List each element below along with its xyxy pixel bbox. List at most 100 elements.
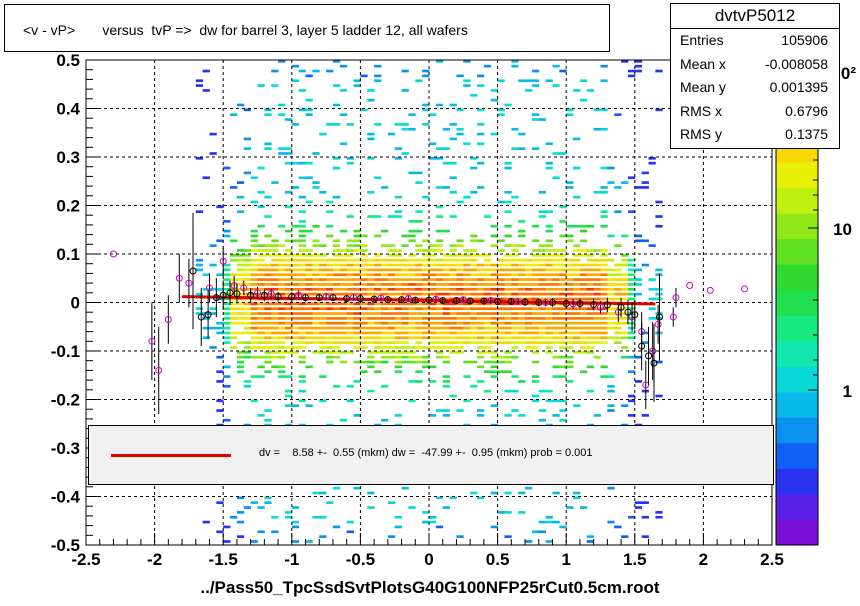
heatmap-cell: [230, 239, 238, 243]
heatmap-cell: [490, 98, 498, 102]
heatmap-cell: [573, 317, 581, 320]
heatmap-cell: [614, 287, 622, 291]
heatmap-cell: [545, 239, 553, 243]
heatmap-cell: [284, 268, 293, 272]
heatmap-cell: [559, 341, 567, 344]
heatmap-cell: [278, 60, 286, 63]
profile-magenta-point: [741, 285, 749, 293]
heatmap-cell: [284, 190, 293, 194]
heatmap-cell: [223, 234, 231, 238]
heatmap-cell: [518, 229, 526, 233]
heatmap-cell: [497, 283, 505, 286]
heatmap-cell: [504, 254, 512, 257]
heatmap-cell: [332, 258, 341, 262]
profile-magenta-point: [649, 347, 657, 355]
heatmap-cell: [230, 336, 238, 340]
heatmap-cell: [504, 190, 512, 194]
heatmap-cell: [641, 414, 649, 417]
heatmap-cell: [230, 312, 238, 315]
heatmap-cell: [449, 215, 457, 218]
heatmap-cell: [429, 287, 437, 291]
heatmap-cell: [236, 254, 245, 257]
heatmap-cell: [477, 409, 485, 412]
heatmap-cell: [278, 326, 286, 330]
heatmap-cell: [243, 341, 252, 344]
heatmap-cell: [422, 307, 430, 311]
stats-row-rms-y: RMS y 0.1375: [671, 123, 839, 147]
heatmap-cell: [326, 283, 334, 286]
heatmap-cell: [223, 229, 231, 233]
heatmap-cell: [339, 360, 348, 364]
heatmap-cell: [374, 351, 382, 354]
heatmap-cell: [449, 326, 457, 330]
heatmap-cell: [456, 341, 464, 344]
heatmap-cell: [538, 317, 547, 320]
palette-swatch: [776, 519, 818, 546]
heatmap-cell: [586, 297, 595, 301]
heatmap-cell: [305, 307, 313, 311]
profile-black-point: [219, 291, 227, 299]
heatmap-cell: [435, 336, 444, 340]
heatmap-cell: [538, 263, 547, 267]
stats-value: 105906: [781, 32, 828, 48]
heatmap-cell: [504, 370, 512, 374]
heatmap-cell: [367, 326, 375, 330]
heatmap-cell: [545, 142, 553, 146]
heatmap-cell: [470, 317, 478, 320]
heatmap-cell: [408, 263, 416, 267]
heatmap-cell: [312, 268, 320, 272]
heatmap-cell: [305, 331, 313, 335]
heatmap-cell: [264, 278, 272, 281]
heatmap-cell: [332, 60, 341, 63]
heatmap-cell: [525, 331, 533, 335]
heatmap-cell: [573, 496, 581, 500]
heatmap-cell: [387, 254, 396, 257]
heatmap-cell: [477, 414, 485, 417]
heatmap-cell: [579, 268, 588, 272]
heatmap-cell: [586, 346, 595, 349]
heatmap-cell: [305, 229, 313, 233]
heatmap-cell: [518, 302, 526, 306]
profile-black-point: [603, 301, 611, 309]
heatmap-cell: [435, 351, 444, 354]
heatmap-cell: [230, 113, 238, 117]
heatmap-cell: [223, 263, 231, 267]
heatmap-cell: [257, 268, 265, 272]
heatmap-cell: [312, 258, 320, 262]
heatmap-cell: [415, 268, 423, 272]
heatmap-cell: [552, 355, 560, 359]
heatmap-cell: [600, 341, 608, 344]
heatmap-cell: [298, 69, 306, 73]
heatmap-cell: [477, 254, 485, 257]
heatmap-cell: [346, 157, 354, 160]
heatmap-cell: [593, 258, 601, 262]
heatmap-cell: [401, 312, 409, 315]
heatmap-cell: [490, 234, 498, 238]
palette-swatch: [776, 366, 818, 393]
heatmap-cell: [319, 190, 327, 194]
heatmap-cell: [490, 365, 498, 369]
heatmap-cell: [566, 365, 574, 369]
heatmap-cell: [367, 292, 375, 296]
heatmap-cell: [545, 292, 553, 296]
heatmap-cell: [346, 292, 354, 296]
heatmap-cell: [600, 283, 608, 286]
heatmap-cell: [600, 263, 608, 267]
heatmap-cell: [408, 258, 416, 262]
heatmap-cell: [387, 258, 396, 262]
heatmap-cell: [627, 287, 636, 291]
heatmap-cell: [332, 254, 341, 257]
heatmap-cell: [456, 283, 464, 286]
heatmap-cell: [621, 283, 629, 286]
heatmap-cell: [339, 336, 348, 340]
heatmap-cell: [545, 79, 553, 83]
heatmap-cell: [230, 186, 238, 189]
heatmap-cell: [257, 283, 265, 286]
heatmap-cell: [621, 307, 629, 311]
heatmap-cell: [463, 292, 471, 296]
heatmap-cell: [408, 321, 416, 325]
heatmap-cell: [243, 317, 252, 320]
heatmap-cell: [374, 317, 382, 320]
heatmap-cell: [579, 506, 588, 509]
heatmap-cell: [545, 287, 553, 291]
